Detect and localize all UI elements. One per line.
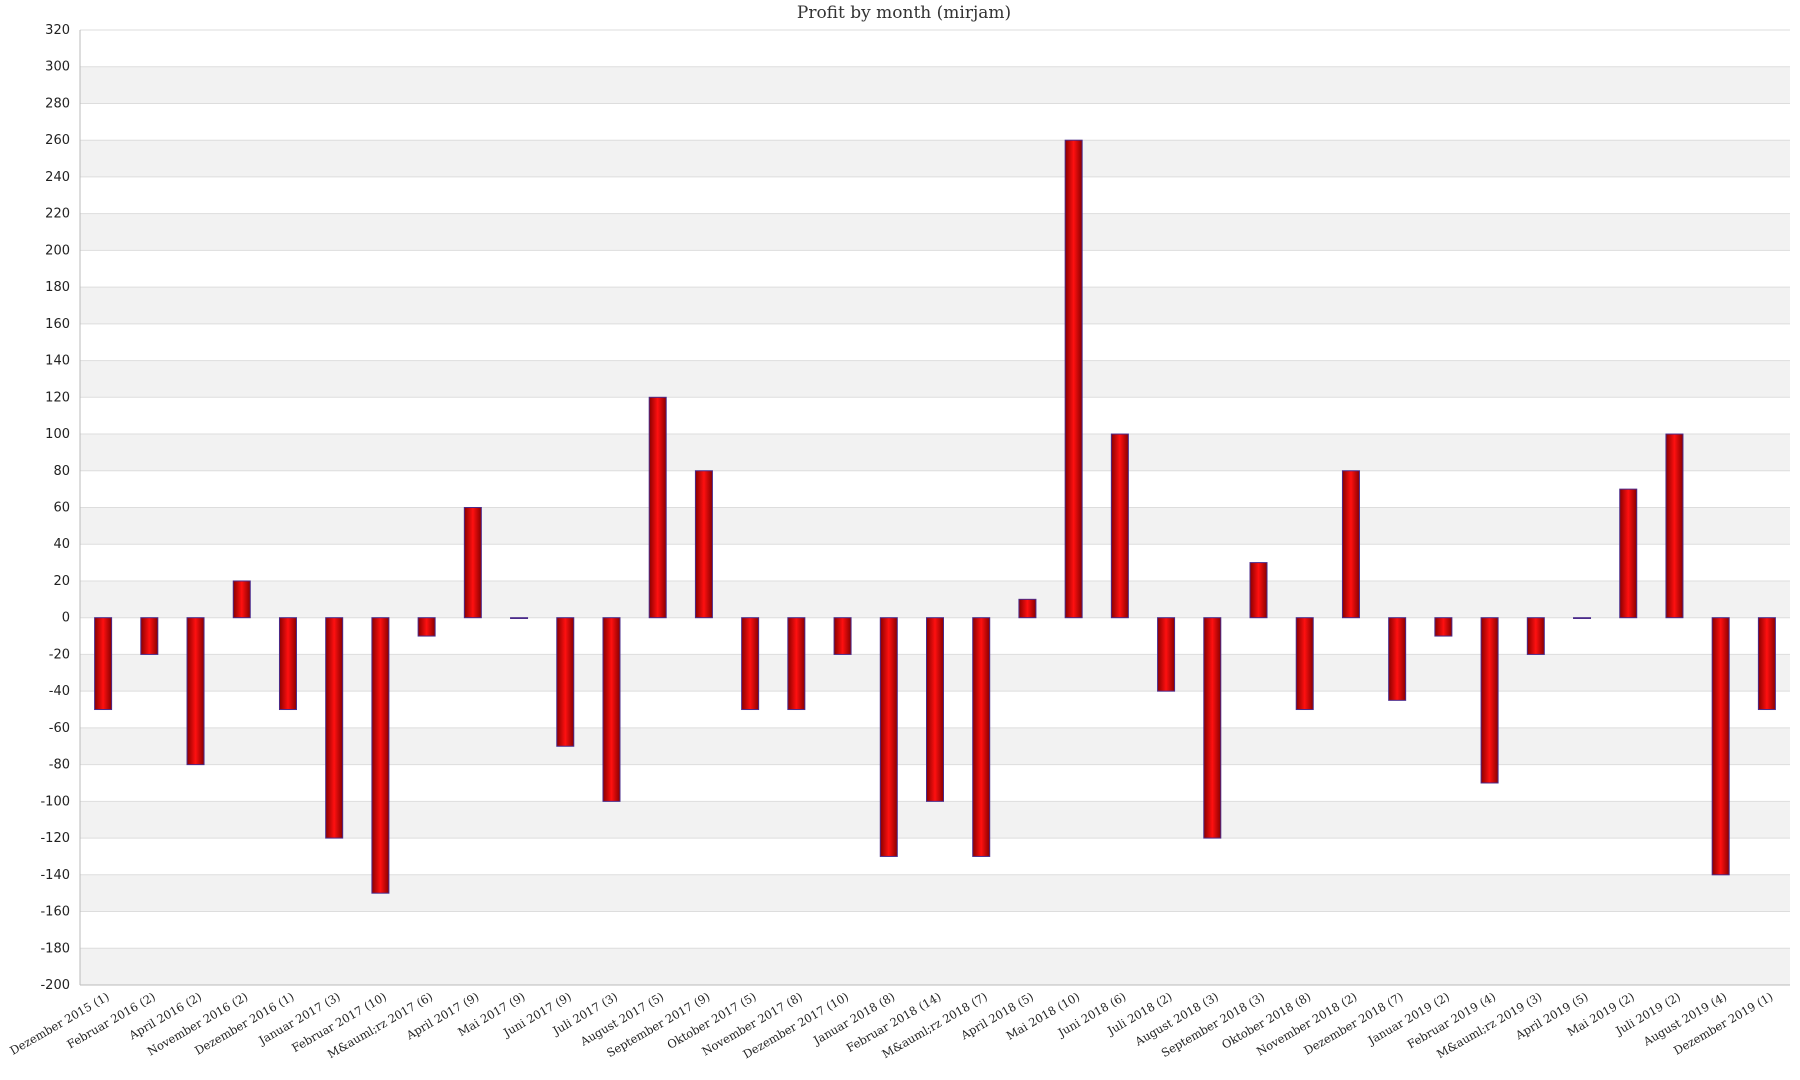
y-tick-label: 220 <box>45 207 70 222</box>
plot-band <box>80 434 1790 471</box>
bar <box>463 507 482 619</box>
bar <box>1434 617 1453 637</box>
y-tick-label: -20 <box>49 647 70 662</box>
y-tick-label: -60 <box>49 721 70 736</box>
plot-band <box>80 874 1790 912</box>
bar <box>232 580 251 619</box>
bar <box>1711 617 1730 876</box>
plot-band <box>80 250 1790 288</box>
plot-band <box>80 470 1790 508</box>
y-tick-label: 180 <box>45 280 70 295</box>
bar <box>94 617 113 711</box>
bar <box>1157 617 1176 692</box>
plot-band <box>80 544 1790 581</box>
plot-band <box>80 911 1790 949</box>
bar <box>278 617 297 711</box>
y-tick-label: -160 <box>40 905 70 920</box>
bar <box>371 617 390 894</box>
plot-band <box>80 580 1790 618</box>
bar <box>510 617 529 619</box>
y-tick-label: -100 <box>40 794 70 809</box>
y-tick-label: 60 <box>53 501 70 516</box>
y-tick-label: 240 <box>45 170 70 185</box>
bar <box>602 617 621 802</box>
bar <box>186 617 205 766</box>
bar <box>1665 433 1684 619</box>
y-tick-label: 120 <box>45 390 70 405</box>
y-tick-label: -180 <box>40 941 70 956</box>
plot-band <box>80 507 1790 545</box>
y-tick-label: 280 <box>45 96 70 111</box>
y-tick-label: 300 <box>45 60 70 75</box>
plot-band <box>80 213 1790 251</box>
y-tick-label: 320 <box>45 23 70 38</box>
bar <box>787 617 806 711</box>
y-tick-label: 100 <box>45 427 70 442</box>
bar <box>833 617 852 655</box>
y-tick-label: -200 <box>40 978 70 993</box>
y-tick-label: 200 <box>45 243 70 258</box>
plot-band <box>80 948 1790 985</box>
bar <box>879 617 898 857</box>
bar <box>741 617 760 711</box>
y-tick-label: 80 <box>53 464 70 479</box>
plot-band <box>80 103 1790 141</box>
bar <box>1064 139 1083 619</box>
plot-band <box>80 360 1790 398</box>
bar <box>1480 617 1499 784</box>
plot-band <box>80 838 1790 875</box>
bar <box>1526 617 1545 655</box>
plot-band <box>80 397 1790 435</box>
plot-band <box>80 323 1790 361</box>
bar <box>1619 488 1638 619</box>
y-tick-label: 40 <box>53 537 70 552</box>
plot-band <box>80 140 1790 177</box>
bar <box>926 617 944 802</box>
plot-band <box>80 30 1790 67</box>
y-tick-label: 260 <box>45 133 70 148</box>
y-tick-label: -80 <box>49 758 70 773</box>
plot-band <box>80 66 1790 104</box>
bar <box>1341 470 1360 619</box>
bar <box>1018 598 1037 619</box>
bar <box>648 396 667 619</box>
x-axis-ticks: Dezember 2015 (1)Februar 2016 (2)April 2… <box>7 989 1775 1061</box>
y-tick-label: 140 <box>45 354 70 369</box>
bar <box>1573 617 1592 619</box>
bar <box>1388 617 1407 701</box>
y-tick-label: -40 <box>49 684 70 699</box>
bar <box>556 617 575 747</box>
bar <box>417 617 436 637</box>
bar <box>1249 562 1268 619</box>
plot-band <box>80 801 1790 839</box>
bars <box>94 139 1776 894</box>
bar <box>972 617 991 857</box>
bar <box>694 470 713 619</box>
bar <box>140 617 159 655</box>
bar <box>1203 617 1222 839</box>
bar <box>325 617 344 839</box>
y-axis-ticks: -200-180-160-140-120-100-80-60-40-200204… <box>40 23 70 993</box>
plot-band <box>80 176 1790 214</box>
y-tick-label: -140 <box>40 868 70 883</box>
y-tick-label: -120 <box>40 831 70 846</box>
bar <box>1110 433 1129 619</box>
bar <box>1295 617 1314 711</box>
y-tick-label: 0 <box>62 611 70 626</box>
y-tick-label: 160 <box>45 317 70 332</box>
chart-title: Profit by month (mirjam) <box>797 3 1011 23</box>
plot-band <box>80 287 1790 324</box>
y-tick-label: 20 <box>53 574 70 589</box>
bar <box>1757 617 1776 711</box>
